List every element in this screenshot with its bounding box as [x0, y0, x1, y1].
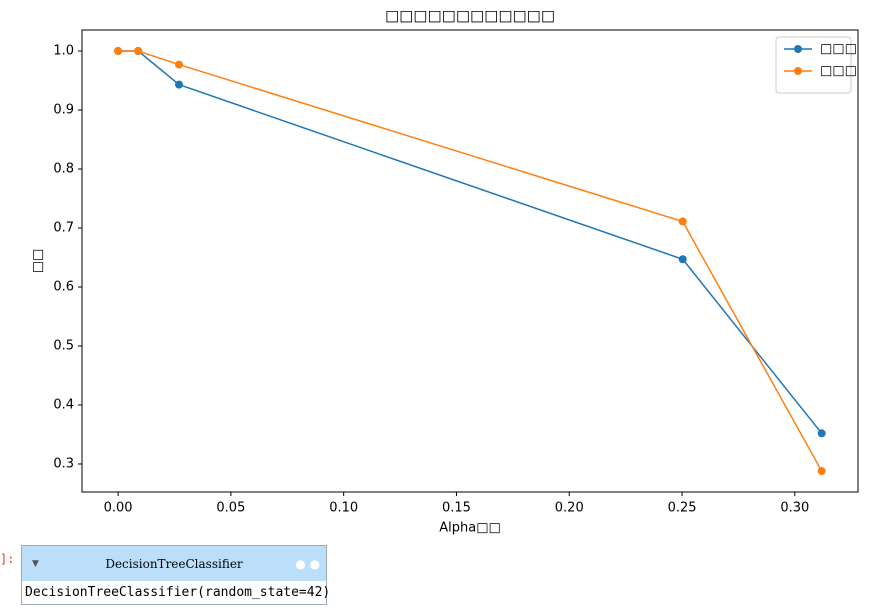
legend-marker: [794, 45, 802, 53]
widget-title: DecisionTreeClassifier: [105, 557, 243, 571]
point: [678, 255, 687, 264]
legend-marker: [794, 67, 802, 75]
x-tick-label: 0.00: [104, 501, 133, 516]
x-tick-label: 0.30: [780, 501, 809, 516]
widget-header[interactable]: ▼ DecisionTreeClassifier ● ●: [22, 546, 326, 581]
y-tick-label: 0.8: [53, 161, 74, 176]
chart-title: □□□□□□□□□□□□: [385, 7, 555, 25]
x-axis-label: Alpha□□: [439, 521, 501, 536]
x-tick-label: 0.10: [329, 501, 358, 516]
y-axis-label: □□: [31, 249, 46, 274]
chart: □□□□□□□□□□□□ Alpha□□ □□ 0.00 0.05 0.10 0.15…: [31, 7, 859, 536]
point: [817, 429, 826, 438]
legend-label: □□□: [820, 64, 857, 79]
point: [134, 47, 143, 56]
x-tick-label: 0.05: [216, 501, 245, 516]
y-tick-label: 0.4: [53, 397, 74, 412]
estimator-widget[interactable]: ▼ DecisionTreeClassifier ● ● DecisionTreeC…: [21, 545, 331, 605]
y-tick-label: 0.7: [53, 220, 74, 235]
y-tick-label: 0.6: [53, 279, 74, 294]
y-tick-label: 0.3: [53, 456, 74, 471]
x-tick-label: 0.20: [555, 501, 584, 516]
expand-arrow[interactable]: ▼: [32, 559, 39, 569]
legend-label: □□□: [820, 42, 857, 57]
plot-frame: [81, 29, 859, 493]
series-line: [118, 50, 823, 472]
legend: □□□ □□□: [775, 36, 857, 94]
x-tick-label: 0.25: [668, 501, 697, 516]
output-prompt: ]:: [0, 552, 15, 566]
point: [114, 47, 123, 56]
point: [817, 467, 826, 476]
y-tick-label: 0.5: [53, 338, 74, 353]
point: [678, 217, 687, 226]
point: [175, 60, 183, 69]
y-tick-label: 0.9: [53, 102, 74, 117]
widget-repr: DecisionTreeClassifier(random_state=42): [25, 585, 331, 600]
help-icons[interactable]: ● ●: [295, 557, 320, 571]
x-tick-label: 0.15: [442, 501, 471, 516]
y-tick-label: 1.0: [53, 44, 74, 59]
series-line: [118, 50, 823, 434]
point: [175, 80, 183, 89]
